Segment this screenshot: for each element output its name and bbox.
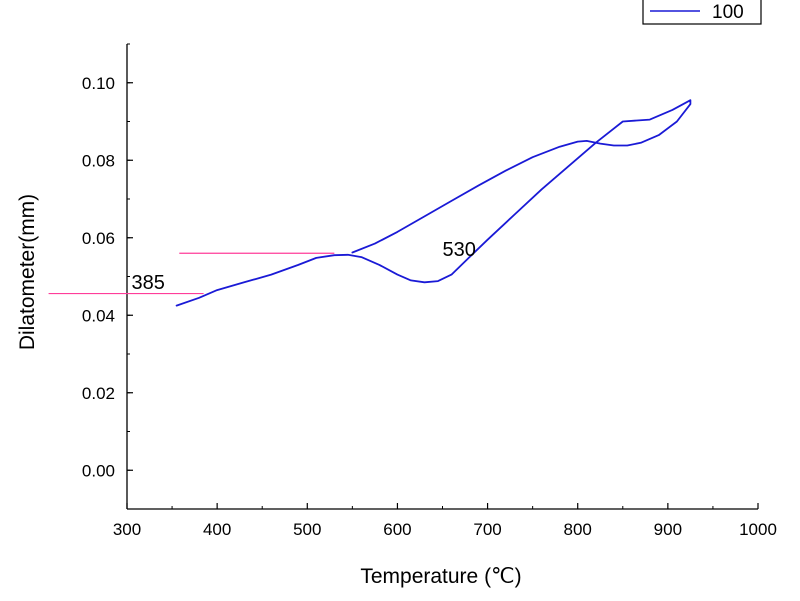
y-tick-label: 0.00 xyxy=(82,461,115,480)
annotation-layer: 385 530 xyxy=(132,239,476,294)
legend-box xyxy=(642,0,762,25)
x-tick-label: 1000 xyxy=(739,520,777,539)
legend: 100 xyxy=(642,0,762,25)
x-tick-label: 400 xyxy=(203,520,231,539)
x-tick-label: 300 xyxy=(113,520,141,539)
reference-lines xyxy=(48,252,335,295)
y-tick-label: 0.08 xyxy=(82,151,115,170)
y-tick-label: 0.04 xyxy=(82,306,115,325)
y-axis-title: Dilatometer(mm) xyxy=(16,194,39,350)
y-tick-label: 0.10 xyxy=(82,74,115,93)
x-tick-label: 700 xyxy=(473,520,501,539)
x-tick-label: 600 xyxy=(383,520,411,539)
x-axis-title: Temperature (℃) xyxy=(360,565,521,588)
annotation-label-530: 530 xyxy=(443,239,476,261)
annotation-label-385: 385 xyxy=(132,272,165,294)
series-layer xyxy=(175,99,692,307)
x-tick-label: 800 xyxy=(564,520,592,539)
x-tick-label: 500 xyxy=(293,520,321,539)
y-tick-label: 0.02 xyxy=(82,384,115,403)
series-line-100 xyxy=(175,99,692,307)
y-tick-label: 0.06 xyxy=(82,229,115,248)
legend-label: 100 xyxy=(712,2,744,23)
x-tick-label: 900 xyxy=(654,520,682,539)
axes: 300 400 500 600 700 800 900 1000 0.00 0.02 0.04 0.0… xyxy=(82,43,777,539)
